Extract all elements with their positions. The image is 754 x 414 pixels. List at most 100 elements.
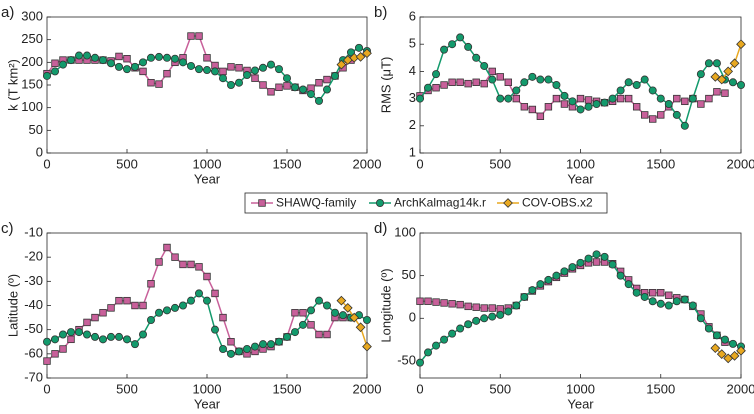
marker xyxy=(67,56,76,65)
marker xyxy=(592,250,601,259)
marker xyxy=(688,94,697,103)
y-tick-label: 4 xyxy=(409,63,416,78)
y-tick-label: -50 xyxy=(397,352,416,367)
marker xyxy=(227,338,235,346)
x-tick-label: 1500 xyxy=(273,381,302,396)
marker xyxy=(67,335,75,344)
marker xyxy=(83,51,92,60)
marker xyxy=(464,79,472,88)
marker xyxy=(43,337,52,346)
marker xyxy=(736,39,746,50)
marker xyxy=(503,198,513,208)
marker xyxy=(83,318,91,327)
marker xyxy=(178,58,187,67)
marker xyxy=(322,301,331,310)
marker xyxy=(290,328,299,337)
plot-area xyxy=(46,232,368,379)
marker xyxy=(170,54,179,63)
marker xyxy=(123,55,131,63)
legend-box xyxy=(244,192,608,214)
marker xyxy=(512,94,520,103)
marker xyxy=(375,198,384,207)
y-tick-label: -30 xyxy=(24,273,43,288)
marker xyxy=(227,63,235,71)
marker xyxy=(155,80,163,88)
marker xyxy=(705,94,713,103)
marker xyxy=(616,86,625,95)
marker xyxy=(139,67,147,76)
marker xyxy=(99,56,108,65)
marker xyxy=(528,72,537,81)
marker xyxy=(624,280,633,289)
y-tick-label: 0 xyxy=(36,144,43,159)
marker xyxy=(234,347,243,356)
marker xyxy=(704,59,713,68)
marker xyxy=(123,335,132,344)
marker xyxy=(600,252,609,261)
x-tick-label: 2000 xyxy=(353,381,382,396)
marker xyxy=(488,67,496,76)
marker xyxy=(680,295,689,304)
marker xyxy=(472,316,481,325)
marker xyxy=(202,66,211,75)
marker xyxy=(178,301,187,310)
marker xyxy=(51,335,60,344)
legend-label: COV-OBS.x2 xyxy=(522,196,593,210)
marker xyxy=(219,67,227,76)
marker xyxy=(195,263,203,271)
marker xyxy=(226,81,235,90)
marker xyxy=(480,314,489,323)
marker xyxy=(512,301,521,310)
y-tick-label: 300 xyxy=(21,8,43,23)
marker xyxy=(315,79,323,87)
marker xyxy=(448,40,457,49)
marker xyxy=(440,45,449,54)
marker xyxy=(330,71,339,80)
marker xyxy=(576,105,585,114)
marker xyxy=(211,289,219,298)
marker xyxy=(544,75,553,84)
marker xyxy=(624,94,633,103)
marker xyxy=(323,75,331,84)
marker xyxy=(139,301,147,310)
marker xyxy=(608,260,617,269)
marker xyxy=(267,88,275,96)
marker xyxy=(464,302,472,311)
marker xyxy=(415,358,424,367)
y-tick-label: 250 xyxy=(21,31,43,46)
marker xyxy=(298,85,307,94)
marker xyxy=(171,253,179,261)
marker xyxy=(656,299,665,308)
marker xyxy=(218,74,227,83)
y-tick-label: -20 xyxy=(24,249,43,264)
marker xyxy=(218,344,227,353)
marker xyxy=(552,81,561,90)
marker xyxy=(336,59,347,70)
marker xyxy=(657,111,665,119)
y-tick-label: 100 xyxy=(21,99,43,114)
y-axis-label: Longitude (º) xyxy=(378,268,393,342)
marker xyxy=(306,306,315,315)
marker xyxy=(163,69,171,78)
marker xyxy=(210,325,219,334)
marker xyxy=(640,292,649,301)
marker xyxy=(219,313,227,322)
x-axis-label: Year xyxy=(194,396,221,411)
y-tick-label: -50 xyxy=(24,321,43,336)
x-tick-label: 1500 xyxy=(646,156,675,171)
marker xyxy=(528,105,537,114)
marker xyxy=(306,90,315,99)
marker xyxy=(242,71,251,80)
y-tick-label: 3 xyxy=(409,90,416,105)
marker xyxy=(632,103,641,111)
marker xyxy=(162,53,171,62)
marker xyxy=(154,308,163,317)
marker xyxy=(592,258,601,266)
marker xyxy=(648,86,657,95)
marker xyxy=(91,332,100,341)
marker xyxy=(194,289,203,298)
marker xyxy=(456,33,465,42)
marker xyxy=(641,111,649,119)
marker xyxy=(456,300,464,309)
marker xyxy=(712,331,721,340)
